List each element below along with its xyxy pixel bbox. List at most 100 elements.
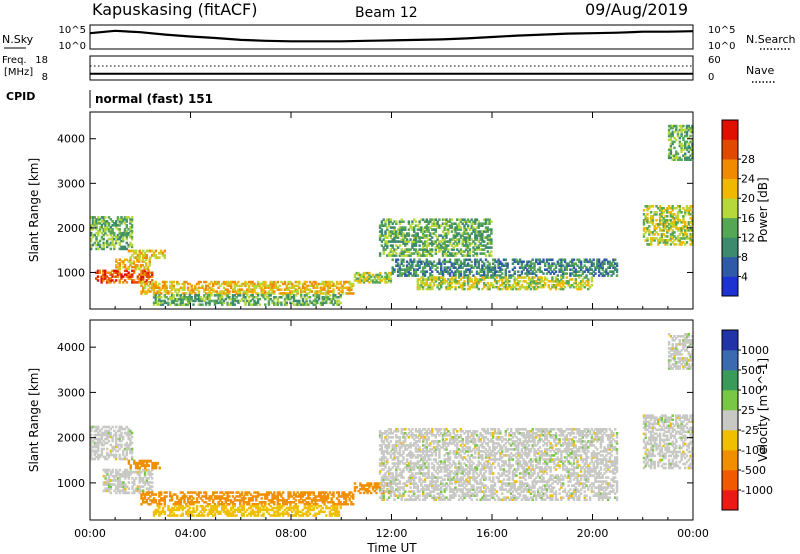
scatter-cell (427, 252, 430, 255)
scatter-cell (506, 262, 509, 265)
scatter-cell (154, 286, 157, 289)
scatter-cell (493, 264, 497, 267)
scatter-cell (416, 232, 419, 235)
scatter-cell (195, 294, 199, 297)
scatter-cell (350, 286, 353, 289)
scatter-cell (393, 220, 396, 223)
scatter-cell (221, 303, 224, 306)
scatter-cell (423, 234, 427, 237)
scatter-cell (237, 284, 240, 288)
scatter-cell (438, 224, 441, 227)
scatter-cell (384, 281, 387, 284)
scatter-cell (111, 468, 114, 472)
scatter-cell (125, 273, 129, 276)
scatter-cell (194, 299, 197, 303)
scatter-cell (393, 268, 396, 271)
scatter-cell (161, 284, 165, 288)
scatter-cell (130, 226, 134, 229)
scatter-cell (256, 282, 260, 286)
scatter-cell (524, 276, 527, 279)
scatter-cell (131, 275, 134, 278)
scatter-cell (206, 301, 210, 305)
scatter-cell (423, 244, 427, 247)
scatter-cell (334, 294, 337, 297)
scatter-cell (562, 276, 565, 279)
scatter-cell (129, 226, 132, 229)
scatter-cell (592, 258, 595, 262)
scatter-cell (95, 220, 98, 223)
scatter-cell (194, 284, 197, 288)
scatter-cell (423, 230, 427, 233)
scatter-cell (231, 280, 235, 284)
scatter-cell (204, 491, 208, 494)
scatter-cell (411, 226, 414, 229)
scatter-cell (409, 226, 412, 229)
scatter-cell (113, 245, 116, 249)
scatter-cell (120, 273, 123, 276)
scatter-cell (130, 455, 134, 459)
scatter-cell (197, 299, 201, 303)
scatter-cell (431, 236, 434, 239)
scatter-cell (508, 280, 511, 283)
freq-right-label: Nave (746, 64, 774, 77)
scatter-cell (414, 220, 418, 223)
scatter-cell (615, 268, 619, 271)
scatter-cell (256, 294, 260, 297)
scatter-cell (328, 284, 332, 288)
scatter-cell (165, 301, 168, 305)
scatter-cell (362, 275, 366, 279)
scatter-cell (145, 249, 148, 253)
scatter-cell (224, 504, 227, 508)
scatter-cell (305, 286, 308, 289)
beam-title: Beam 12 (355, 5, 418, 21)
scatter-cell (224, 297, 227, 301)
scatter-cell (129, 243, 132, 247)
scatter-cell (188, 294, 192, 297)
scatter-cell (163, 254, 166, 257)
scatter-cell (431, 244, 434, 247)
scatter-cell (407, 248, 411, 251)
scatter-cell (203, 514, 206, 517)
scatter-cell (221, 282, 224, 286)
scatter-cell (233, 282, 236, 286)
scatter-cell (156, 284, 159, 288)
scatter-cell (531, 258, 534, 262)
scatter-cell (186, 296, 190, 299)
scatter-cell (578, 276, 581, 279)
scatter-cell (127, 271, 130, 274)
scatter-cell (269, 284, 272, 288)
scatter-cell (382, 246, 385, 249)
scatter-cell (204, 303, 208, 306)
scatter-cell (436, 238, 439, 241)
scatter-cell (201, 299, 204, 303)
scatter-cell (104, 226, 107, 229)
scatter-cell (310, 301, 314, 305)
scatter-cell (393, 236, 396, 239)
scatter-cell (432, 260, 436, 264)
scatter-cell (386, 226, 389, 229)
scatter-cell (509, 276, 513, 279)
scatter-cell (125, 275, 129, 278)
scatter-cell (673, 231, 676, 234)
scatter-cell (204, 280, 208, 284)
scatter-cell (384, 244, 387, 247)
scatter-cell (233, 303, 236, 306)
scatter-cell (256, 292, 260, 295)
scatter-cell (136, 277, 139, 280)
scatter-cell (380, 244, 384, 247)
scatter-cell (443, 248, 446, 251)
scatter-cell (219, 284, 222, 288)
scatter-cell (217, 294, 220, 297)
scatter-cell (93, 233, 96, 237)
scatter-cell (370, 275, 373, 279)
scatter-cell (127, 260, 130, 263)
scatter-cell (393, 250, 396, 253)
scatter-cell (330, 299, 333, 303)
scatter-cell (93, 224, 96, 227)
scatter-cell (221, 294, 224, 297)
scatter-cell (176, 280, 179, 284)
scatter-cell (208, 301, 211, 305)
scatter-cell (228, 292, 231, 295)
scatter-cell (337, 299, 341, 303)
scatter-cell (429, 242, 432, 245)
